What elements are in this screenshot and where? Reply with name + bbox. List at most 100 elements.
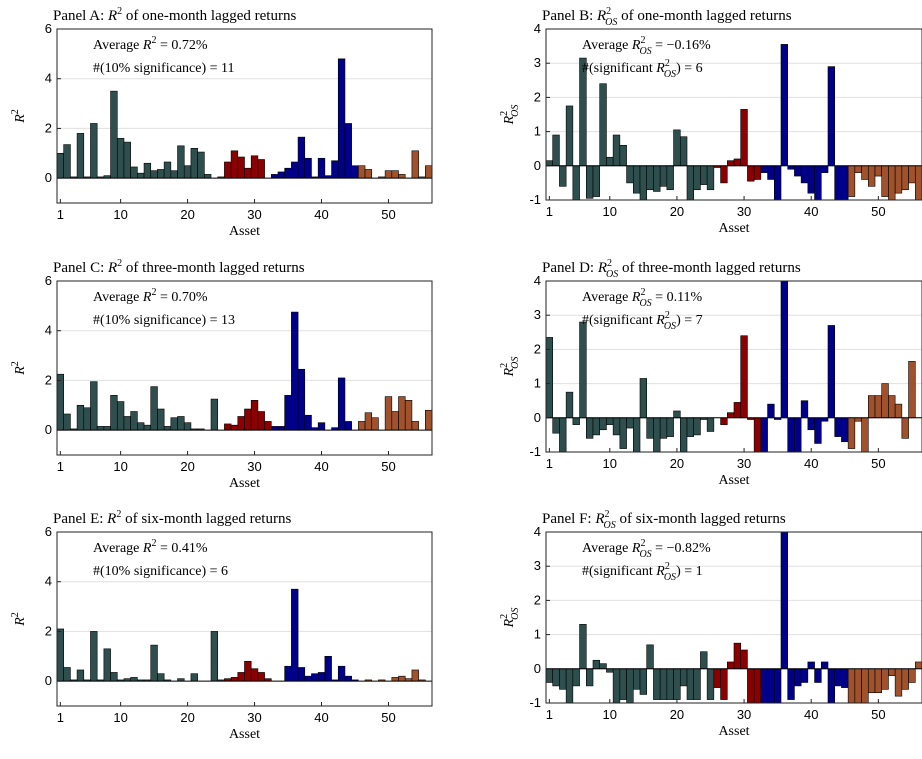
bar [888, 668, 896, 676]
chart-panel-4: -1 0 1 2 3 4 1 10 20 30 40 50 Panel D: R2OS​ of thre… [499, 258, 922, 488]
x-tick-label: 20 [180, 207, 194, 222]
bar [834, 417, 842, 437]
bar [170, 417, 178, 431]
bar [646, 417, 654, 439]
y-tick-label: 2 [534, 592, 541, 607]
y-tick-label: 6 [45, 273, 52, 288]
bar [733, 642, 742, 670]
bar [733, 158, 742, 167]
bar [901, 417, 909, 439]
x-tick-label: 20 [670, 707, 684, 722]
bar [96, 426, 105, 431]
annotation: #(10% significance) = 11 [93, 61, 235, 76]
bar [632, 668, 641, 690]
bar [679, 136, 688, 167]
bar [653, 668, 661, 700]
x-tick-label: 50 [381, 459, 395, 474]
bar [572, 668, 580, 687]
bar [861, 668, 869, 704]
bar [197, 151, 205, 179]
bar [177, 145, 185, 179]
bar [867, 395, 876, 419]
annotation: Average R2OS​ = 0.11% [582, 287, 703, 309]
bar [250, 155, 259, 179]
bar [224, 161, 232, 179]
bar [358, 165, 366, 179]
bar [753, 668, 762, 704]
bar [807, 661, 815, 670]
bar [559, 668, 567, 690]
y-tick-label: 4 [534, 273, 541, 288]
x-axis-label: Asset [229, 476, 260, 491]
x-tick-label: 1 [57, 207, 64, 222]
bar [190, 148, 198, 179]
bar [679, 668, 688, 687]
bar [753, 417, 762, 453]
bar [116, 138, 125, 179]
bar [726, 661, 735, 670]
bar [317, 422, 326, 431]
y-tick-label: 0 [534, 661, 541, 676]
bar [398, 675, 406, 682]
bar [337, 58, 346, 179]
y-tick-label: 4 [45, 574, 52, 589]
bar [552, 134, 560, 167]
bar [626, 165, 634, 184]
bar [103, 648, 111, 682]
bar [720, 417, 728, 425]
bar [244, 167, 252, 179]
bar [90, 631, 98, 682]
x-tick-label: 50 [871, 707, 885, 722]
bar [291, 161, 299, 179]
bar [291, 311, 299, 431]
bar [881, 383, 889, 419]
bar [639, 378, 648, 419]
bar [659, 417, 668, 439]
bar [740, 335, 748, 419]
bar [130, 677, 138, 682]
bar [740, 649, 748, 670]
bar [794, 417, 802, 453]
bar [123, 141, 131, 179]
y-tick-label: 4 [45, 323, 52, 338]
bar [599, 417, 607, 431]
axes-frame [56, 531, 433, 707]
bar [693, 668, 701, 700]
bar [794, 165, 802, 177]
bar [847, 668, 856, 704]
bar [767, 403, 775, 419]
bar [592, 165, 601, 197]
bar [599, 663, 607, 670]
bar [747, 668, 755, 704]
y-axis-label: R2​ [10, 612, 28, 627]
bar [384, 396, 393, 431]
bar [585, 417, 594, 439]
bar [297, 667, 306, 682]
x-axis-label: Asset [718, 473, 749, 488]
bar [686, 165, 695, 201]
x-tick-label: 50 [871, 204, 885, 219]
bar [686, 668, 695, 700]
bar [612, 668, 621, 704]
bar [163, 426, 172, 431]
bar [404, 400, 413, 431]
y-axis-label: R2OS​ [499, 608, 521, 629]
annotation: #(significant R2OS​) = 6 [582, 58, 703, 80]
bar [599, 83, 607, 167]
panel-title: Panel C: R2​ of three-month lagged retur… [53, 258, 305, 276]
chart-panel-1: 0 2 4 6 1 10 20 30 40 50 Panel A: R2​ of one-month… [10, 6, 433, 239]
bar [666, 668, 674, 700]
panel-title: Panel A: R2​ of one-month lagged returns [53, 6, 296, 24]
axes-frame [545, 28, 922, 201]
x-tick-label: 1 [57, 459, 64, 474]
bar [116, 401, 125, 431]
x-tick-label: 20 [670, 204, 684, 219]
bar [760, 668, 768, 704]
y-tick-label: 0 [45, 170, 52, 185]
y-tick-label: 0 [534, 158, 541, 173]
bar [807, 417, 815, 431]
bar [237, 156, 245, 179]
y-axis-label: R2OS​ [499, 357, 521, 378]
bar [304, 675, 312, 682]
